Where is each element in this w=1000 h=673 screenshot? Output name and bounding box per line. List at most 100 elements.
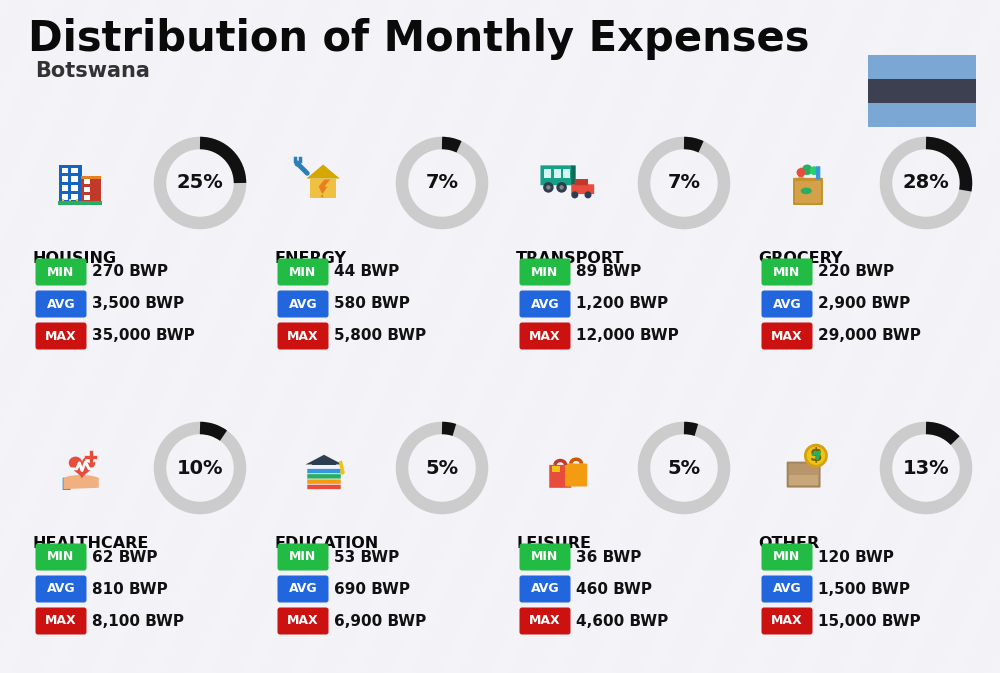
Polygon shape (69, 456, 95, 479)
Circle shape (805, 445, 826, 466)
Text: MAX: MAX (287, 614, 319, 627)
FancyBboxPatch shape (278, 322, 328, 349)
Text: MAX: MAX (287, 330, 319, 343)
Text: GROCERY: GROCERY (758, 251, 842, 266)
Text: AVG: AVG (289, 583, 317, 596)
Text: 580 BWP: 580 BWP (334, 297, 410, 312)
Text: MAX: MAX (771, 614, 803, 627)
FancyBboxPatch shape (63, 478, 71, 490)
Text: EDUCATION: EDUCATION (274, 536, 378, 551)
FancyBboxPatch shape (868, 55, 976, 79)
Text: 13%: 13% (903, 458, 949, 478)
Circle shape (584, 191, 592, 199)
Circle shape (546, 185, 551, 190)
Text: 12,000 BWP: 12,000 BWP (576, 328, 679, 343)
FancyBboxPatch shape (36, 608, 87, 635)
Text: MAX: MAX (771, 330, 803, 343)
FancyBboxPatch shape (81, 176, 101, 203)
FancyBboxPatch shape (554, 169, 561, 178)
FancyBboxPatch shape (81, 176, 101, 180)
Circle shape (797, 168, 805, 177)
Polygon shape (306, 164, 340, 178)
Text: LEISURE: LEISURE (516, 536, 591, 551)
Text: AVG: AVG (773, 297, 801, 310)
Circle shape (571, 191, 578, 199)
Polygon shape (798, 166, 804, 178)
FancyBboxPatch shape (520, 291, 570, 318)
FancyBboxPatch shape (565, 464, 587, 487)
FancyBboxPatch shape (563, 169, 570, 178)
Text: MIN: MIN (47, 266, 75, 279)
FancyBboxPatch shape (36, 575, 87, 602)
Text: 1,200 BWP: 1,200 BWP (576, 297, 668, 312)
FancyBboxPatch shape (62, 168, 68, 174)
FancyBboxPatch shape (520, 608, 570, 635)
Text: 810 BWP: 810 BWP (92, 581, 168, 596)
FancyBboxPatch shape (71, 185, 78, 191)
Text: MAX: MAX (529, 614, 561, 627)
FancyBboxPatch shape (762, 608, 812, 635)
FancyBboxPatch shape (69, 199, 71, 204)
Text: OTHER: OTHER (758, 536, 819, 551)
FancyBboxPatch shape (868, 79, 976, 103)
FancyBboxPatch shape (71, 194, 78, 200)
FancyBboxPatch shape (36, 258, 87, 285)
Circle shape (559, 185, 564, 190)
FancyBboxPatch shape (794, 178, 822, 204)
Circle shape (340, 470, 345, 474)
FancyBboxPatch shape (868, 103, 976, 127)
FancyBboxPatch shape (36, 544, 87, 571)
Text: 690 BWP: 690 BWP (334, 581, 410, 596)
FancyBboxPatch shape (575, 179, 588, 185)
FancyBboxPatch shape (307, 485, 341, 489)
FancyBboxPatch shape (544, 169, 551, 178)
FancyBboxPatch shape (36, 322, 87, 349)
Text: MAX: MAX (529, 330, 561, 343)
Text: 3,500 BWP: 3,500 BWP (92, 297, 184, 312)
FancyBboxPatch shape (307, 469, 341, 473)
FancyBboxPatch shape (762, 544, 812, 571)
FancyBboxPatch shape (520, 322, 570, 349)
FancyBboxPatch shape (540, 166, 572, 185)
FancyBboxPatch shape (571, 184, 594, 194)
Text: 53 BWP: 53 BWP (334, 549, 399, 565)
Text: 5%: 5% (667, 458, 701, 478)
FancyBboxPatch shape (762, 575, 812, 602)
FancyBboxPatch shape (520, 575, 570, 602)
Circle shape (810, 166, 819, 175)
Circle shape (543, 182, 554, 192)
FancyBboxPatch shape (552, 466, 560, 472)
FancyBboxPatch shape (794, 178, 822, 181)
Text: AVG: AVG (531, 297, 559, 310)
FancyBboxPatch shape (520, 258, 570, 285)
Text: AVG: AVG (289, 297, 317, 310)
FancyBboxPatch shape (59, 166, 82, 203)
FancyBboxPatch shape (62, 185, 68, 191)
Text: 7%: 7% (668, 174, 700, 192)
Text: 460 BWP: 460 BWP (576, 581, 652, 596)
Text: MAX: MAX (45, 330, 77, 343)
Text: MIN: MIN (289, 551, 317, 563)
FancyBboxPatch shape (307, 479, 341, 484)
Text: MIN: MIN (531, 266, 559, 279)
FancyBboxPatch shape (520, 544, 570, 571)
Text: 4,600 BWP: 4,600 BWP (576, 614, 668, 629)
Text: Distribution of Monthly Expenses: Distribution of Monthly Expenses (28, 18, 810, 60)
Text: 220 BWP: 220 BWP (818, 264, 894, 279)
Text: HEALTHCARE: HEALTHCARE (32, 536, 148, 551)
Text: 8,100 BWP: 8,100 BWP (92, 614, 184, 629)
Text: 36 BWP: 36 BWP (576, 549, 641, 565)
Text: 29,000 BWP: 29,000 BWP (818, 328, 921, 343)
Text: AVG: AVG (773, 583, 801, 596)
Circle shape (85, 451, 97, 463)
Text: MIN: MIN (531, 551, 559, 563)
Text: ENERGY: ENERGY (274, 251, 346, 266)
FancyBboxPatch shape (58, 201, 102, 205)
Text: $: $ (810, 447, 822, 464)
Text: MIN: MIN (47, 551, 75, 563)
FancyBboxPatch shape (816, 166, 820, 180)
Text: 5,800 BWP: 5,800 BWP (334, 328, 426, 343)
Text: 6,900 BWP: 6,900 BWP (334, 614, 426, 629)
FancyBboxPatch shape (278, 608, 328, 635)
FancyBboxPatch shape (312, 461, 336, 465)
